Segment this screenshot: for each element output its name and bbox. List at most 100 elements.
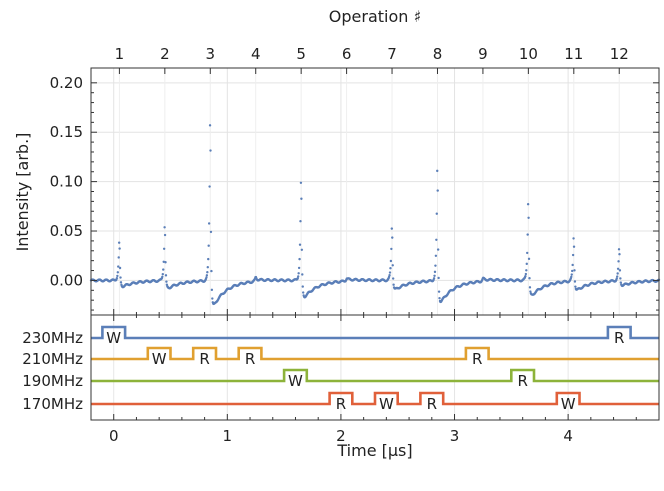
data-point bbox=[434, 254, 438, 257]
data-point bbox=[164, 274, 168, 277]
data-point bbox=[616, 275, 619, 278]
data-point bbox=[528, 277, 531, 280]
pulse-label: R bbox=[517, 372, 527, 390]
channel-label: 190MHz bbox=[22, 372, 83, 390]
channel-trace bbox=[91, 325, 659, 340]
top-tick-label: 10 bbox=[519, 45, 538, 63]
data-point bbox=[524, 274, 527, 278]
y-tick-label: 0.00 bbox=[50, 271, 83, 289]
data-point bbox=[119, 281, 123, 284]
y-tick-label: 0.15 bbox=[50, 123, 83, 141]
data-point bbox=[615, 277, 618, 280]
data-point bbox=[572, 245, 576, 248]
data-point bbox=[297, 272, 300, 275]
data-point bbox=[433, 274, 436, 277]
data-point bbox=[437, 276, 440, 280]
data-point bbox=[529, 290, 532, 293]
x-tick-label: 3 bbox=[450, 427, 460, 445]
y-tick-label: 0.05 bbox=[50, 222, 83, 240]
intensity-series bbox=[89, 124, 661, 306]
data-point bbox=[298, 243, 302, 246]
data-point bbox=[299, 220, 302, 223]
data-point bbox=[524, 272, 528, 276]
data-point bbox=[571, 269, 574, 273]
data-point bbox=[617, 260, 620, 263]
top-tick-label: 2 bbox=[160, 45, 170, 63]
pulse-label: R bbox=[199, 350, 209, 368]
data-point bbox=[116, 274, 119, 278]
data-point bbox=[390, 247, 393, 251]
data-point bbox=[209, 230, 213, 234]
timing-diagram: W R 230MHz W R R R 210MHz W R 190MHz R W R W 170MHz bbox=[22, 325, 659, 413]
data-point bbox=[117, 241, 121, 244]
x-tick-label: 0 bbox=[109, 427, 119, 445]
pulse-label: W bbox=[288, 372, 303, 390]
top-tick-label: 9 bbox=[478, 45, 488, 63]
data-point bbox=[618, 269, 622, 272]
plot-frame bbox=[90, 67, 660, 421]
data-point bbox=[207, 222, 211, 225]
data-point bbox=[119, 276, 122, 279]
data-point bbox=[526, 251, 529, 255]
data-point bbox=[164, 261, 167, 264]
data-point bbox=[571, 253, 575, 257]
data-point bbox=[207, 257, 210, 261]
data-point bbox=[528, 286, 532, 289]
data-point bbox=[435, 238, 438, 242]
data-point bbox=[619, 281, 623, 284]
top-tick-label: 4 bbox=[251, 45, 261, 63]
data-point bbox=[527, 257, 531, 261]
data-point bbox=[434, 264, 437, 267]
data-point bbox=[210, 288, 214, 292]
y-tick-label: 0.10 bbox=[50, 173, 83, 191]
data-point bbox=[391, 264, 394, 267]
data-point bbox=[206, 266, 209, 269]
data-point bbox=[616, 272, 619, 275]
data-point bbox=[211, 297, 214, 300]
data-point bbox=[389, 267, 392, 270]
top-tick-label: 5 bbox=[296, 45, 306, 63]
data-point bbox=[205, 274, 209, 277]
x-tick-label: 1 bbox=[223, 427, 233, 445]
data-point bbox=[436, 169, 439, 173]
data-point bbox=[437, 290, 441, 293]
data-point bbox=[116, 271, 120, 274]
channel-label: 230MHz bbox=[22, 329, 83, 347]
data-point bbox=[435, 212, 438, 215]
data-point bbox=[527, 216, 530, 219]
data-point bbox=[574, 285, 577, 288]
data-point bbox=[571, 263, 574, 267]
top-tick-label: 12 bbox=[610, 45, 629, 63]
data-point bbox=[570, 275, 573, 279]
y-axis-title: Intensity [arb.] bbox=[13, 133, 32, 252]
data-point bbox=[388, 274, 391, 277]
data-point bbox=[163, 233, 167, 237]
data-point bbox=[165, 280, 168, 283]
data-point bbox=[391, 236, 394, 239]
top-tick-label: 3 bbox=[206, 45, 216, 63]
top-tick-label: 7 bbox=[387, 45, 397, 63]
data-point bbox=[300, 248, 304, 251]
ticks: 0.000.050.100.150.201 2 3 4 5 6 7 8 9 10 11 120 1 2 3 4 bbox=[50, 45, 659, 445]
data-point bbox=[205, 276, 208, 279]
data-point bbox=[525, 269, 528, 272]
pulse-label: R bbox=[245, 350, 255, 368]
pulse-label: R bbox=[472, 350, 482, 368]
data-point bbox=[117, 256, 120, 259]
data-point bbox=[161, 272, 164, 276]
data-point bbox=[389, 259, 393, 263]
data-point bbox=[301, 273, 304, 276]
data-point bbox=[161, 275, 164, 278]
data-point bbox=[299, 181, 303, 184]
channel-label: 170MHz bbox=[22, 395, 83, 413]
data-point bbox=[526, 203, 530, 206]
data-point bbox=[388, 271, 392, 274]
data-point bbox=[297, 266, 301, 270]
data-point bbox=[438, 296, 441, 300]
channel-trace bbox=[91, 346, 659, 361]
data-point bbox=[208, 185, 211, 188]
data-point bbox=[208, 124, 212, 127]
data-point bbox=[433, 270, 437, 274]
data-point bbox=[206, 271, 209, 274]
